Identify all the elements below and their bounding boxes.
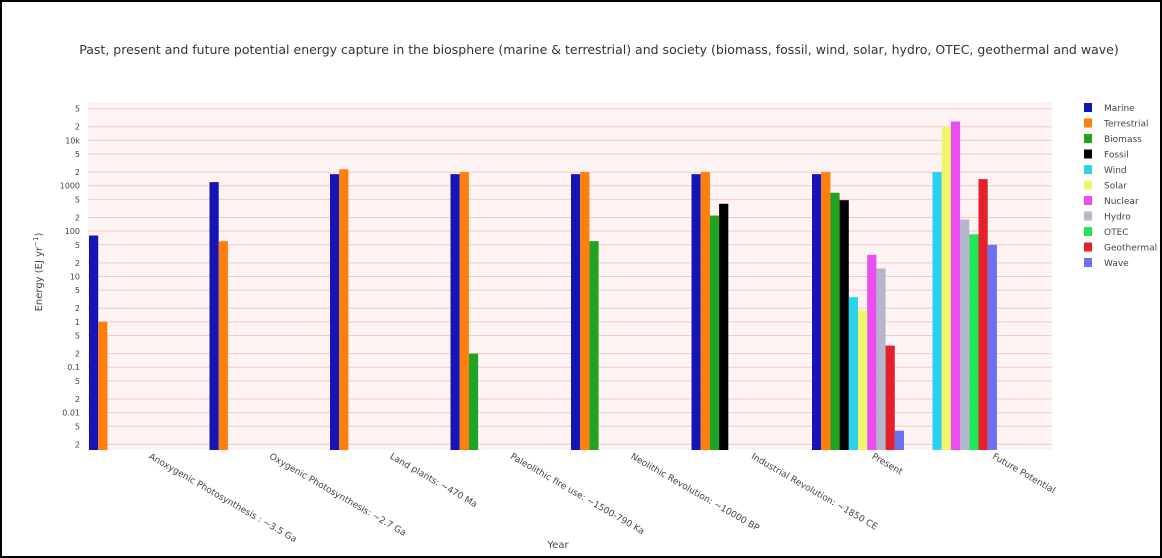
bar-fossil-5[interactable] xyxy=(719,203,729,450)
bar-wind-6[interactable] xyxy=(848,297,858,450)
y-tick-label: 1000 xyxy=(60,182,80,191)
bar-solar-6[interactable] xyxy=(858,310,868,450)
x-tick-label: Paleolithic fire use: ~1500-790 Ka xyxy=(508,452,646,537)
legend-label-marine[interactable]: Marine xyxy=(1104,104,1135,114)
bar-hydro-6[interactable] xyxy=(876,268,886,450)
y-tick-label: 5 xyxy=(75,377,80,386)
bar-biomass-4[interactable] xyxy=(589,241,599,450)
y-tick-label: 1 xyxy=(75,318,80,327)
legend-label-geothermal[interactable]: Geothermal xyxy=(1104,244,1157,254)
legend-label-hydro[interactable]: Hydro xyxy=(1104,213,1131,223)
y-tick-label: 0.01 xyxy=(62,409,80,418)
bar-terrestrial-2[interactable] xyxy=(339,169,349,450)
legend-swatch-fossil[interactable] xyxy=(1084,149,1092,159)
bar-biomass-6[interactable] xyxy=(830,192,840,450)
bar-terrestrial-3[interactable] xyxy=(459,172,469,451)
legend-label-wave[interactable]: Wave xyxy=(1104,259,1129,269)
y-axis-title-close: ) xyxy=(34,233,45,237)
bar-terrestrial-4[interactable] xyxy=(580,172,590,451)
bar-terrestrial-6[interactable] xyxy=(821,172,831,451)
y-tick-label: 2 xyxy=(75,213,80,222)
y-tick-label: 5 xyxy=(75,286,80,295)
bar-fossil-6[interactable] xyxy=(839,200,849,450)
x-tick-label: Oxygenic Photosynthesis: ~2.7 Ga xyxy=(267,452,407,539)
legend-label-wind[interactable]: Wind xyxy=(1104,166,1127,176)
x-tick-label: Present xyxy=(870,452,905,478)
y-axis-title-main: Energy (EJ yr xyxy=(34,246,45,311)
legend-label-solar[interactable]: Solar xyxy=(1104,182,1127,192)
x-tick-label: Future Potential xyxy=(990,452,1056,496)
y-axis-title: Energy (EJ yr−1) xyxy=(32,233,45,312)
legend: Marine Terrestrial Biomass Fossil Wind Solar N… xyxy=(1084,103,1157,269)
legend-swatch-nuclear[interactable] xyxy=(1084,196,1092,205)
x-axis-title: Year xyxy=(546,540,569,551)
bar-marine-6[interactable] xyxy=(812,174,822,451)
bar-nuclear-7[interactable] xyxy=(950,121,961,451)
legend-swatch-geothermal[interactable] xyxy=(1084,242,1092,252)
bar-terrestrial-1[interactable] xyxy=(218,241,228,450)
x-tick-label: Neolithic Revolution: ~10000 BP xyxy=(629,452,761,534)
bar-marine-3[interactable] xyxy=(450,174,460,451)
x-tick-label: Land plants: ~470 Ma xyxy=(388,452,479,510)
legend-swatch-solar[interactable] xyxy=(1084,180,1092,190)
legend-swatch-hydro[interactable] xyxy=(1084,211,1092,221)
y-tick-label: 5 xyxy=(75,332,80,341)
y-tick-label: 5 xyxy=(75,422,80,431)
bar-geothermal-7[interactable] xyxy=(978,179,988,450)
bar-marine-1[interactable] xyxy=(209,182,219,450)
bar-geothermal-6[interactable] xyxy=(885,345,895,450)
y-tick-label: 5 xyxy=(75,195,80,204)
y-tick-label: 100 xyxy=(65,227,80,236)
legend-label-nuclear[interactable]: Nuclear xyxy=(1104,197,1139,207)
y-tick-label: 5 xyxy=(75,105,80,114)
legend-label-biomass[interactable]: Biomass xyxy=(1104,135,1142,145)
legend-swatch-terrestrial[interactable] xyxy=(1084,118,1092,128)
x-tick-label: Anoxygenic Photosynthesis : ~3.5 Ga xyxy=(147,452,298,545)
bar-solar-7[interactable] xyxy=(941,126,951,451)
bar-wind-7[interactable] xyxy=(932,172,942,451)
y-tick-label: 2 xyxy=(75,123,80,132)
bar-terrestrial-5[interactable] xyxy=(700,172,710,451)
bars-layer xyxy=(89,121,997,451)
y-tick-label: 5 xyxy=(75,150,80,159)
y-tick-label: 2 xyxy=(75,259,80,268)
y-tick-label: 5 xyxy=(75,241,80,250)
legend-swatch-wind[interactable] xyxy=(1084,165,1092,174)
y-axis-ticks: 2 5 0.01 2 5 0.1 2 5 1 2 5 10 2 5 100 2 5 1000 2 5 10k 2 5 xyxy=(60,105,81,450)
y-tick-label: 10 xyxy=(70,272,80,281)
bar-biomass-5[interactable] xyxy=(709,215,720,450)
bar-marine-4[interactable] xyxy=(571,174,581,451)
legend-label-terrestrial[interactable]: Terrestrial xyxy=(1103,120,1149,130)
y-tick-label: 2 xyxy=(75,304,80,313)
legend-swatch-biomass[interactable] xyxy=(1084,134,1092,143)
y-tick-label: 10k xyxy=(65,136,80,145)
bar-terrestrial-0[interactable] xyxy=(98,321,108,450)
bar-biomass-3[interactable] xyxy=(468,353,479,450)
y-tick-label: 2 xyxy=(75,350,80,359)
legend-label-fossil[interactable]: Fossil xyxy=(1104,151,1129,161)
legend-label-otec[interactable]: OTEC xyxy=(1104,228,1129,238)
bar-wave-7[interactable] xyxy=(987,244,997,450)
legend-swatch-otec[interactable] xyxy=(1084,227,1092,236)
bar-marine-0[interactable] xyxy=(89,235,99,450)
x-tick-label: Industrial Revolution: ~1850 CE xyxy=(749,452,879,533)
legend-swatch-marine[interactable] xyxy=(1084,103,1092,112)
grid-layer xyxy=(88,102,1052,450)
y-axis-title-sup: −1 xyxy=(32,237,40,247)
bar-marine-2[interactable] xyxy=(330,174,340,451)
bar-marine-5[interactable] xyxy=(691,174,701,451)
bar-nuclear-6[interactable] xyxy=(867,254,877,450)
y-tick-label: 2 xyxy=(75,440,80,449)
bar-otec-7[interactable] xyxy=(969,234,979,450)
y-tick-label: 2 xyxy=(75,395,80,404)
legend-swatch-wave[interactable] xyxy=(1084,258,1092,267)
bar-wave-6[interactable] xyxy=(894,430,904,450)
x-axis-ticks: Anoxygenic Photosynthesis : ~3.5 GaOxyge… xyxy=(147,452,1057,545)
y-tick-label: 0.1 xyxy=(67,363,80,372)
bar-hydro-7[interactable] xyxy=(960,219,970,450)
chart-title: Past, present and future potential energ… xyxy=(79,42,1118,57)
y-tick-label: 2 xyxy=(75,168,80,177)
